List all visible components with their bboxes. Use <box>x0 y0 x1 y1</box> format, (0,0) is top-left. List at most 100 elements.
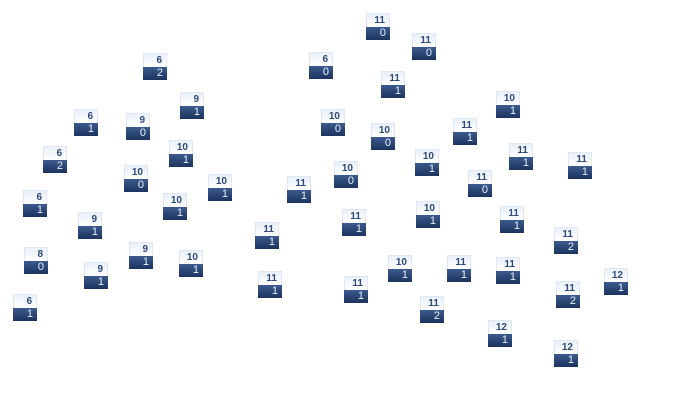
diagram-node[interactable]: 10 1 <box>496 91 520 118</box>
diagram-node[interactable]: 10 0 <box>371 123 395 150</box>
diagram-node[interactable]: 12 1 <box>554 340 578 367</box>
node-body-value: 1 <box>344 290 368 303</box>
node-body-value: 1 <box>453 132 477 145</box>
diagram-node[interactable]: 10 1 <box>208 174 232 201</box>
node-body-value: 1 <box>208 188 232 201</box>
node-header-value: 11 <box>568 152 592 166</box>
diagram-node[interactable]: 11 1 <box>342 209 366 236</box>
node-header-value: 11 <box>447 255 471 269</box>
diagram-node[interactable]: 11 1 <box>447 255 471 282</box>
node-header-value: 11 <box>496 257 520 271</box>
diagram-node[interactable]: 11 1 <box>287 176 311 203</box>
node-header-value: 10 <box>124 165 148 179</box>
node-body-value: 1 <box>74 123 98 136</box>
node-header-value: 10 <box>415 149 439 163</box>
node-body-value: 1 <box>287 190 311 203</box>
node-body-value: 1 <box>568 166 592 179</box>
diagram-node[interactable]: 11 1 <box>453 118 477 145</box>
node-body-value: 2 <box>143 67 167 80</box>
node-header-value: 6 <box>309 52 333 66</box>
node-header-value: 10 <box>169 140 193 154</box>
node-body-value: 1 <box>488 334 512 347</box>
node-body-value: 2 <box>554 241 578 254</box>
node-header-value: 10 <box>321 109 345 123</box>
diagram-node[interactable]: 11 2 <box>420 296 444 323</box>
diagram-node[interactable]: 11 1 <box>568 152 592 179</box>
node-body-value: 2 <box>556 295 580 308</box>
node-body-value: 0 <box>309 66 333 79</box>
node-header-value: 6 <box>13 294 37 308</box>
node-body-value: 0 <box>468 184 492 197</box>
node-header-value: 11 <box>344 276 368 290</box>
node-body-value: 0 <box>124 179 148 192</box>
diagram-node[interactable]: 10 1 <box>169 140 193 167</box>
diagram-node[interactable]: 11 1 <box>496 257 520 284</box>
node-header-value: 10 <box>496 91 520 105</box>
node-body-value: 0 <box>321 123 345 136</box>
node-header-value: 11 <box>255 222 279 236</box>
node-body-value: 1 <box>496 271 520 284</box>
diagram-node[interactable]: 11 1 <box>258 271 282 298</box>
diagram-node[interactable]: 11 1 <box>255 222 279 249</box>
diagram-node[interactable]: 11 1 <box>500 206 524 233</box>
diagram-node[interactable]: 11 0 <box>366 13 390 40</box>
diagram-node[interactable]: 10 0 <box>124 165 148 192</box>
node-body-value: 1 <box>509 157 533 170</box>
diagram-node[interactable]: 11 0 <box>468 170 492 197</box>
diagram-node[interactable]: 11 1 <box>381 71 405 98</box>
diagram-node[interactable]: 10 1 <box>415 149 439 176</box>
node-header-value: 9 <box>126 113 150 127</box>
node-header-value: 11 <box>258 271 282 285</box>
node-body-value: 1 <box>163 207 187 220</box>
node-body-value: 1 <box>129 256 153 269</box>
diagram-node[interactable]: 11 2 <box>556 281 580 308</box>
node-header-value: 9 <box>84 262 108 276</box>
node-body-value: 1 <box>84 276 108 289</box>
diagram-node[interactable]: 10 1 <box>179 250 203 277</box>
diagram-node[interactable]: 10 0 <box>334 161 358 188</box>
diagram-node[interactable]: 12 1 <box>604 268 628 295</box>
node-body-value: 1 <box>258 285 282 298</box>
diagram-node[interactable]: 11 0 <box>412 33 436 60</box>
diagram-node[interactable]: 10 1 <box>163 193 187 220</box>
diagram-node[interactable]: 10 1 <box>416 201 440 228</box>
diagram-node[interactable]: 11 1 <box>509 143 533 170</box>
node-header-value: 6 <box>43 146 67 160</box>
node-body-value: 1 <box>169 154 193 167</box>
node-body-value: 1 <box>13 308 37 321</box>
node-header-value: 11 <box>342 209 366 223</box>
diagram-node[interactable]: 12 1 <box>488 320 512 347</box>
node-body-value: 0 <box>371 137 395 150</box>
node-body-value: 0 <box>126 127 150 140</box>
node-header-value: 11 <box>366 13 390 27</box>
node-header-value: 11 <box>500 206 524 220</box>
node-body-value: 1 <box>416 215 440 228</box>
node-body-value: 0 <box>412 47 436 60</box>
node-header-value: 9 <box>78 212 102 226</box>
node-header-value: 10 <box>388 255 412 269</box>
diagram-node[interactable]: 10 1 <box>388 255 412 282</box>
diagram-node[interactable]: 11 2 <box>554 227 578 254</box>
node-header-value: 11 <box>556 281 580 295</box>
node-header-value: 10 <box>163 193 187 207</box>
node-body-value: 0 <box>24 261 48 274</box>
node-header-value: 11 <box>381 71 405 85</box>
diagram-node[interactable]: 10 0 <box>321 109 345 136</box>
diagram-node[interactable]: 11 1 <box>344 276 368 303</box>
node-body-value: 1 <box>255 236 279 249</box>
node-header-value: 12 <box>604 268 628 282</box>
node-body-value: 1 <box>342 223 366 236</box>
